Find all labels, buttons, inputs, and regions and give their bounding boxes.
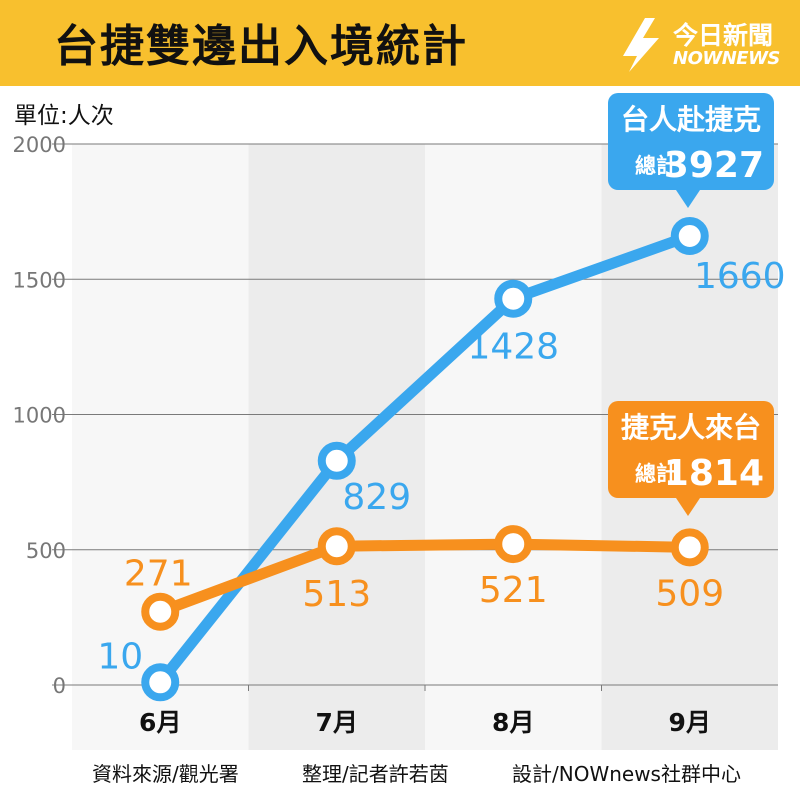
callout-blue-title: 台人赴捷克 [621,103,761,136]
data-label: 1428 [467,327,559,368]
nownews-logo-icon [623,18,659,72]
y-tick-label: 1000 [13,404,66,428]
data-label: 513 [302,574,371,615]
footer-editor: 整理/記者許若茵 [302,762,449,786]
callout-blue-pointer [676,190,700,208]
y-tick-label: 0 [53,674,66,698]
data-point [494,525,533,564]
callout-orange-total-value: 1814 [664,453,764,494]
footer-source: 資料來源/觀光署 [92,762,239,786]
series-line-0 [154,230,696,688]
callout-blue-total-value: 3927 [664,145,764,186]
y-tick-label: 500 [26,539,66,563]
data-label: 10 [97,636,143,677]
data-label: 829 [342,477,411,518]
page-title: 台捷雙邊出入境統計 [54,21,468,72]
footer-design: 設計/NOWnews社群中心 [512,762,741,786]
callout-blue-box [608,93,774,190]
x-tick-label: 9月 [669,708,711,737]
data-point [141,592,180,631]
callout-orange-total-label: 總計 [635,462,677,486]
header-banner: 台捷雙邊出入境統計 今日新聞 NOWNEWS [0,0,800,86]
data-point [494,279,533,318]
nownews-logo: 今日新聞 NOWNEWS [615,16,790,74]
data-point [141,663,180,702]
y-tick-label: 1500 [13,268,66,292]
data-label: 1660 [694,256,786,297]
column-band [72,144,249,750]
logo-text-cn: 今日新聞 [673,21,774,50]
data-point [670,528,709,567]
data-point [317,527,356,566]
series-line-1 [154,538,696,618]
line-chart: 0 500 1000 1500 2000 6月 7月 8月 9月 10 829 1428 1660 271… [13,93,786,750]
data-label: 271 [124,554,193,595]
x-tick-label: 8月 [492,708,534,737]
y-tick-label: 2000 [13,133,66,157]
column-band [425,144,602,750]
data-point [670,216,709,255]
x-tick-label: 6月 [139,708,181,737]
data-point [317,441,356,480]
unit-label: 單位:人次 [14,103,114,129]
callout-orange-pointer [676,498,700,516]
x-tick-label: 7月 [316,708,358,737]
data-label: 521 [479,570,548,611]
data-label: 509 [655,573,724,614]
callout-orange-box [608,401,774,498]
callout-blue-total-label: 總計 [635,154,677,178]
callout-orange-title: 捷克人來台 [621,411,761,444]
logo-text-en: NOWNEWS [673,48,780,69]
footer-credits: 資料來源/觀光署 整理/記者許若茵 設計/NOWnews社群中心 [0,758,800,788]
